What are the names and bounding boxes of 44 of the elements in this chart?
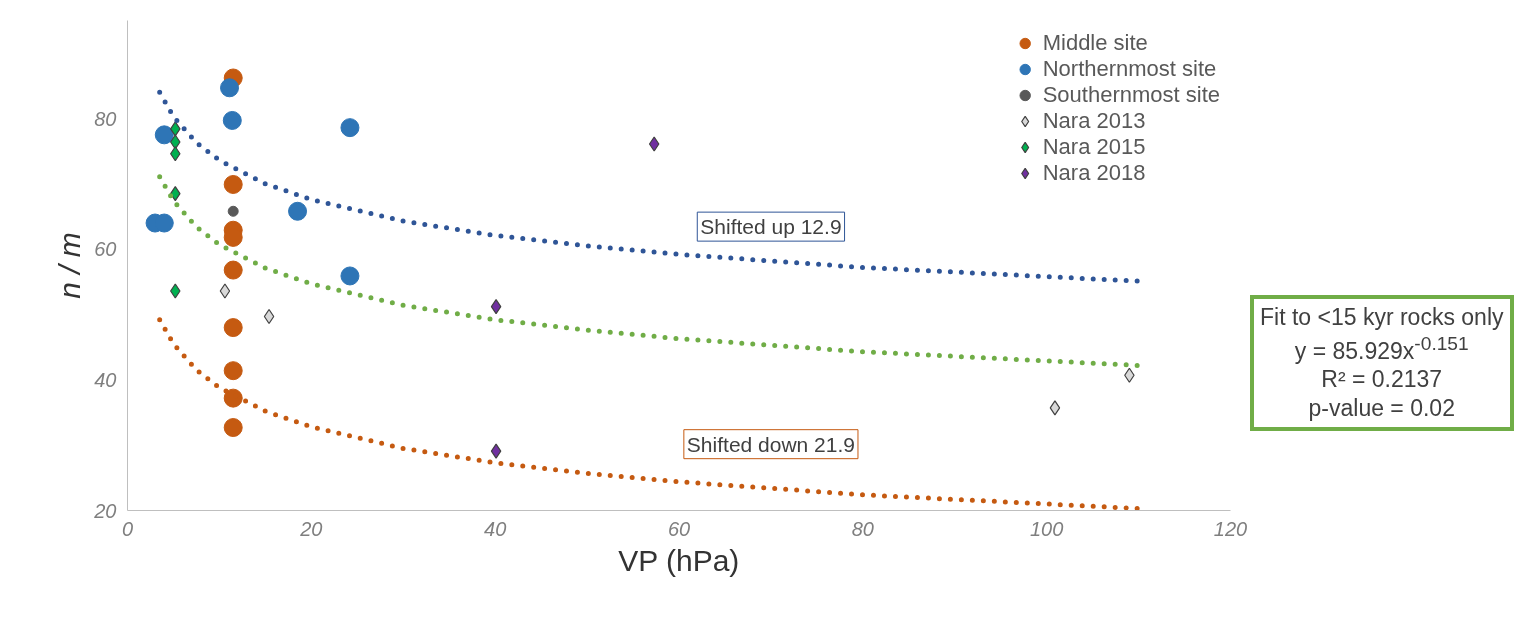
point [340,266,360,286]
legend-label: Southernmost site [1042,82,1220,108]
point [223,318,243,338]
x-tick-label: 80 [851,517,874,540]
point [223,175,243,194]
x-tick-label: 0 [121,517,134,540]
point [490,443,502,459]
y-tick-label: 40 [94,368,117,391]
text: Fit to <15 kyr rocks only [1260,304,1504,330]
legend-label: Nara 2015 [1042,134,1146,160]
point [154,125,174,145]
legend-label: Nara 2018 [1042,160,1146,186]
point [227,205,239,217]
legend-label: Middle site [1042,30,1148,56]
text: y = 85.929x$^{-0.151}$ [1294,332,1469,364]
point [648,136,660,152]
y-tick-label: 60 [94,238,117,261]
point [490,299,502,315]
x-tick-label: 60 [667,517,691,540]
x-tick-label: 120 [1213,517,1248,540]
point [220,78,240,98]
point [222,110,242,130]
y-tick-label: 20 [93,499,117,522]
annotation: Shifted up 12.9 [700,215,842,239]
point [223,260,243,280]
point [219,283,231,299]
point [223,388,243,408]
point [223,361,243,381]
text: R² = 0.2137 [1321,366,1443,393]
point [340,118,360,138]
point [1049,400,1061,416]
point [223,418,243,438]
legend-label: Northernmost site [1042,56,1217,82]
x-axis-title: VP (hPa) [618,543,740,577]
point [263,308,275,325]
x-tick-label: 20 [299,517,323,540]
x-tick-label: 40 [484,517,507,540]
y-axis-title: n / m [53,232,87,299]
y-tick-label: 80 [94,107,117,130]
annotation: Shifted down 21.9 [686,432,855,456]
legend-label: Nara 2013 [1042,108,1146,134]
point [288,201,308,221]
text: p-value = 0.02 [1308,394,1455,421]
x-tick-label: 100 [1029,517,1064,540]
